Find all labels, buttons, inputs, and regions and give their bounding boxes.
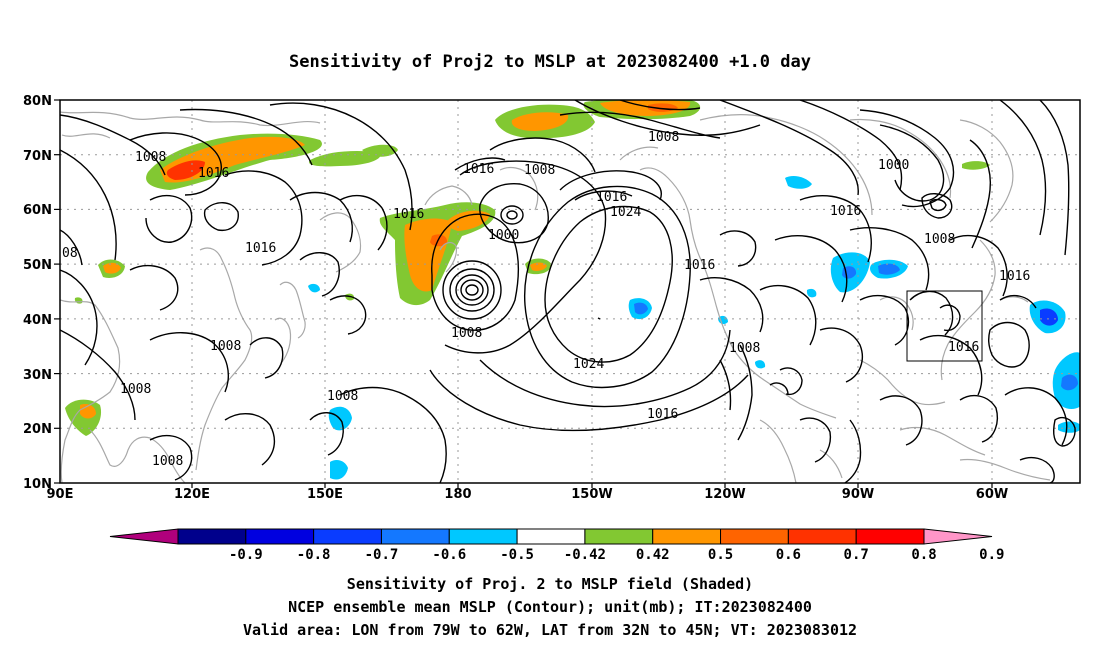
colorbar-label: 0.42 (636, 547, 670, 563)
mslp-contours (60, 100, 1076, 483)
colorbar: -0.9 -0.8 -0.7 -0.6 -0.5 -0.42 0.42 0.5 0.6 0.7 0.… (109, 528, 1004, 563)
contour-label: 1016 (999, 269, 1030, 284)
contour-label: 1016 (393, 207, 424, 222)
lon-label: 60W (976, 487, 1008, 502)
contour-label: 1008 (648, 130, 679, 145)
contour-label: 1008 (451, 326, 482, 341)
colorbar-label: 0.9 (979, 547, 1004, 563)
contour-label: 1008 (729, 341, 760, 356)
shading-negative-blue (1061, 374, 1078, 391)
colorbar-swatch (380, 528, 450, 545)
contour-label: 1000 (488, 228, 519, 243)
lon-label: 90E (47, 487, 74, 502)
colorbar-swatch (245, 528, 315, 545)
contour-labels: 1008 1016 1008 1016 1016 1000 1008 1016 … (62, 130, 1030, 469)
contour-label: 1016 (830, 204, 861, 219)
colorbar-swatch (516, 528, 586, 545)
contour-label: 08 (62, 246, 78, 261)
contour-label: 1008 (120, 382, 151, 397)
lon-label: 150E (307, 487, 343, 502)
contour-label: 1008 (327, 389, 358, 404)
colorbar-label: 0.7 (844, 547, 869, 563)
shading-negative-light-blue (806, 288, 817, 298)
lon-label: 90W (842, 487, 874, 502)
contour-label: 1008 (152, 454, 183, 469)
coastlines (60, 111, 1051, 483)
contour-label: 1024 (573, 357, 604, 372)
shading-negative-light-blue (785, 176, 812, 189)
shading-negative-light-blue (308, 283, 320, 293)
shading-negative-dark-blue (1040, 308, 1058, 326)
shading-positive-orange (103, 262, 121, 274)
colorbar-arrow-max (923, 528, 993, 545)
shading-positive-red (166, 160, 205, 180)
contour-label: 1008 (135, 150, 166, 165)
colorbar-label: -0.42 (564, 547, 606, 563)
colorbar-arrow-min (109, 528, 179, 545)
contour-label: 1016 (647, 407, 678, 422)
colorbar-swatch (584, 528, 654, 545)
shading-negative-blue (878, 263, 900, 275)
plot-frame (59, 99, 1081, 484)
lat-label: 40N (23, 313, 52, 328)
contour-label: 1008 (924, 232, 955, 247)
shading-negative-light-blue (330, 460, 348, 480)
lon-label: 120W (704, 487, 745, 502)
shading-positive-orange (530, 262, 547, 271)
contour-label: 1016 (948, 340, 979, 355)
contour-label: 1008 (524, 163, 555, 178)
caption-line-2: NCEP ensemble mean MSLP (Contour); unit(… (288, 598, 812, 616)
colorbar-label: 0.5 (708, 547, 733, 563)
contour-label: 1008 (210, 339, 241, 354)
contour-label: 1024 (610, 205, 641, 220)
colorbar-label: -0.7 (365, 547, 399, 563)
lat-label: 30N (23, 368, 52, 383)
colorbar-swatch (652, 528, 722, 545)
valid-area-box (906, 290, 983, 362)
lat-ticks (54, 99, 60, 484)
lon-label: 120E (174, 487, 210, 502)
colorbar-label: -0.5 (500, 547, 534, 563)
lon-ticks (191, 483, 993, 488)
colorbar-label: 0.6 (776, 547, 801, 563)
colorbar-swatch (177, 528, 247, 545)
contour-label: 1016 (198, 166, 229, 181)
lat-label: 50N (23, 258, 52, 273)
figure-title: Sensitivity of Proj2 to MSLP at 20230824… (289, 52, 811, 72)
colorbar-label: -0.8 (297, 547, 331, 563)
colorbar-swatch (313, 528, 382, 545)
contour-label: 1016 (684, 258, 715, 273)
lon-label: 150W (571, 487, 612, 502)
colorbar-label: 0.8 (911, 547, 936, 563)
longitude-labels: 90E 120E 150E 180 150W 120W 90W 60W (47, 487, 1009, 502)
shading-positive-green (962, 161, 990, 170)
lon-label: 180 (444, 487, 471, 502)
lat-label: 60N (23, 203, 52, 218)
shading-positive-green (362, 144, 398, 157)
lat-label: 20N (23, 422, 52, 437)
graticule (60, 100, 1080, 483)
shading-negative-blue (634, 302, 648, 315)
shading-positive-orange (511, 112, 569, 131)
map-plot-area: 1008 1016 1008 1016 1016 1000 1008 1016 … (60, 100, 1080, 483)
colorbar-label: -0.6 (432, 547, 466, 563)
colorbar-swatch (720, 528, 789, 545)
lat-label: 70N (23, 149, 52, 164)
caption-line-1: Sensitivity of Proj. 2 to MSLP field (Sh… (347, 575, 753, 593)
colorbar-swatch (448, 528, 518, 545)
colorbar-label: -0.9 (229, 547, 263, 563)
shading-negative-light-blue (755, 360, 766, 369)
colorbar-swatch (855, 528, 925, 545)
contour-label: 1016 (245, 241, 276, 256)
colorbar-swatch (787, 528, 857, 545)
latitude-labels: 80N 70N 60N 50N 40N 30N 20N 10N (23, 94, 52, 492)
lat-label: 80N (23, 94, 52, 109)
contour-label: 1016 (596, 190, 627, 205)
lat-label: 10N (23, 477, 52, 492)
contour-label: 1000 (878, 158, 909, 173)
caption-line-3: Valid area: LON from 79W to 62W, LAT fro… (243, 621, 857, 639)
shading-positive-orange (447, 210, 490, 231)
contour-label: 1016 (463, 162, 494, 177)
